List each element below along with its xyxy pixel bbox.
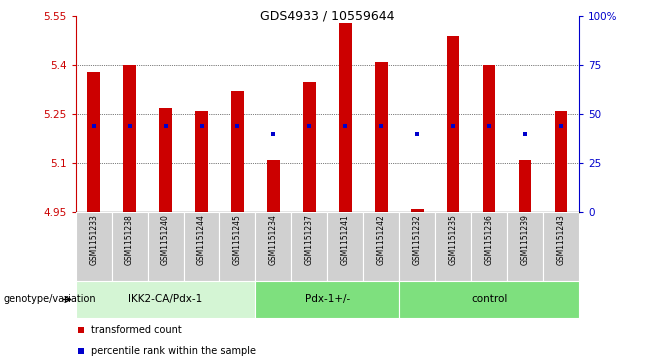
Bar (76, 212, 112, 281)
Bar (159, 108, 172, 212)
Bar (435, 212, 471, 281)
Bar (303, 82, 316, 212)
Bar (112, 212, 147, 281)
Text: GSM1151234: GSM1151234 (269, 215, 278, 265)
Bar (519, 160, 532, 212)
Bar (255, 212, 291, 281)
Text: IKK2-CA/Pdx-1: IKK2-CA/Pdx-1 (128, 294, 203, 305)
Text: genotype/variation: genotype/variation (3, 294, 96, 305)
Bar (231, 91, 243, 212)
Bar (447, 36, 459, 212)
Bar (483, 65, 495, 212)
Bar (507, 212, 543, 281)
Bar (195, 111, 208, 212)
Text: GSM1151238: GSM1151238 (125, 215, 134, 265)
Text: control: control (471, 294, 507, 305)
Text: transformed count: transformed count (91, 325, 182, 335)
Bar (327, 212, 363, 281)
Text: GSM1151245: GSM1151245 (233, 215, 242, 265)
Bar (220, 212, 255, 281)
Bar (399, 281, 579, 318)
Bar (471, 212, 507, 281)
Text: GSM1151241: GSM1151241 (341, 215, 350, 265)
Bar (411, 209, 424, 212)
Bar (76, 281, 255, 318)
Bar (123, 65, 136, 212)
Text: GSM1151235: GSM1151235 (449, 215, 458, 265)
Text: GDS4933 / 10559644: GDS4933 / 10559644 (260, 9, 395, 22)
Text: GSM1151236: GSM1151236 (485, 215, 494, 265)
Text: GSM1151232: GSM1151232 (413, 215, 422, 265)
Bar (255, 281, 399, 318)
Bar (543, 212, 579, 281)
Bar (88, 72, 100, 212)
Text: GSM1151239: GSM1151239 (520, 215, 530, 265)
Text: GSM1151237: GSM1151237 (305, 215, 314, 265)
Bar (291, 212, 327, 281)
Text: percentile rank within the sample: percentile rank within the sample (91, 346, 256, 356)
Text: Pdx-1+/-: Pdx-1+/- (305, 294, 350, 305)
Text: GSM1151244: GSM1151244 (197, 215, 206, 265)
Bar (267, 160, 280, 212)
Bar (184, 212, 220, 281)
Text: GSM1151240: GSM1151240 (161, 215, 170, 265)
Text: GSM1151233: GSM1151233 (89, 215, 98, 265)
Text: GSM1151242: GSM1151242 (377, 215, 386, 265)
Bar (363, 212, 399, 281)
Bar (375, 62, 388, 212)
Bar (399, 212, 435, 281)
Bar (555, 111, 567, 212)
Text: GSM1151243: GSM1151243 (557, 215, 566, 265)
Bar (339, 23, 351, 212)
Bar (147, 212, 184, 281)
